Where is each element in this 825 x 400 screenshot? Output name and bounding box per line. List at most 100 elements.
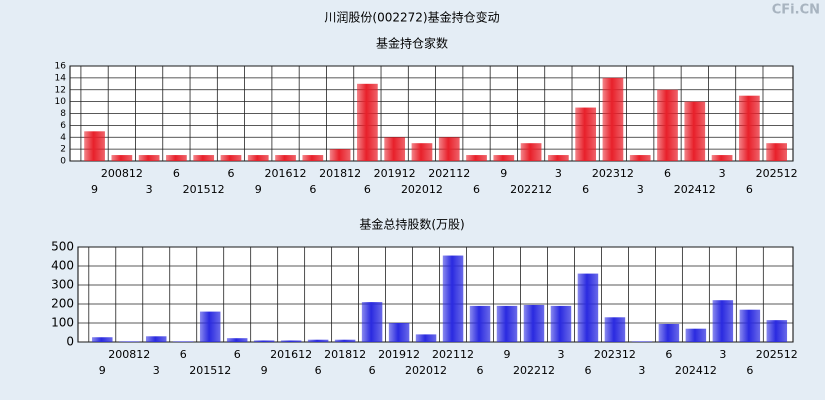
x-tick-label: 6 — [746, 183, 753, 196]
bar — [766, 320, 788, 342]
y-tick-label: 100 — [51, 316, 74, 330]
x-tick-label: 3 — [153, 364, 160, 377]
x-tick-label: 200812 — [101, 167, 143, 180]
x-tick-label: 202212 — [510, 183, 552, 196]
x-tick-label: 202312 — [594, 348, 636, 361]
bar — [738, 95, 760, 161]
x-tick-label: 6 — [746, 364, 753, 377]
x-tick-label: 201512 — [183, 183, 225, 196]
bar — [442, 255, 464, 342]
bar — [111, 155, 133, 161]
bar — [657, 89, 678, 161]
x-tick-label: 202312 — [592, 167, 634, 180]
y-tick-label: 2 — [60, 145, 66, 155]
x-tick-label: 9 — [504, 348, 511, 361]
bar — [604, 317, 626, 342]
x-tick-label: 6 — [369, 364, 376, 377]
y-tick-label: 12 — [55, 85, 66, 95]
bar — [92, 337, 113, 342]
plot-area — [77, 246, 794, 343]
page-title: 川润股份(002272)基金持仓变动 — [324, 10, 499, 25]
y-tick-label: 200 — [51, 297, 74, 311]
x-tick-label: 202112 — [428, 167, 470, 180]
x-tick-label: 6 — [584, 364, 591, 377]
x-tick-label: 6 — [473, 183, 480, 196]
y-tick-label: 400 — [51, 259, 74, 273]
x-tick-label: 201512 — [189, 364, 231, 377]
x-tick-label: 6 — [227, 167, 234, 180]
bar — [119, 341, 140, 342]
x-tick-label: 201812 — [319, 167, 361, 180]
bar — [658, 323, 680, 342]
x-tick-label: 9 — [99, 364, 106, 377]
x-tick-label: 3 — [146, 183, 153, 196]
x-tick-label: 6 — [665, 348, 672, 361]
x-tick-label: 9 — [500, 167, 507, 180]
bar — [307, 339, 329, 342]
y-tick-label: 0 — [60, 157, 66, 167]
bar — [280, 340, 302, 342]
bar — [469, 305, 491, 342]
bar — [384, 137, 406, 161]
x-tick-label: 201612 — [265, 167, 307, 180]
bar — [329, 149, 351, 161]
x-tick-label: 3 — [638, 364, 645, 377]
x-tick-label: 3 — [719, 167, 726, 180]
bar — [415, 334, 437, 342]
y-tick-label: 300 — [51, 278, 74, 292]
bar — [226, 338, 248, 342]
chart-title: 基金总持股数(万股) — [359, 217, 464, 232]
bar — [193, 155, 215, 161]
x-tick-label: 6 — [664, 167, 671, 180]
bar — [357, 83, 378, 161]
x-tick-label: 6 — [477, 364, 484, 377]
x-tick-label: 9 — [255, 183, 262, 196]
x-tick-label: 3 — [719, 348, 726, 361]
bar — [388, 323, 410, 342]
x-tick-label: 202512 — [756, 348, 798, 361]
y-tick-label: 10 — [55, 97, 67, 107]
x-tick-label: 202412 — [675, 364, 717, 377]
bar — [685, 328, 707, 342]
x-tick-label: 6 — [180, 348, 187, 361]
bar — [302, 155, 324, 161]
x-tick-label: 202512 — [756, 167, 798, 180]
y-tick-label: 8 — [60, 109, 66, 119]
y-tick-label: 4 — [60, 133, 66, 143]
x-tick-label: 202012 — [401, 183, 443, 196]
bar — [712, 300, 734, 342]
x-tick-label: 6 — [309, 183, 316, 196]
bar — [575, 107, 597, 161]
x-tick-label: 201912 — [374, 167, 416, 180]
x-tick-label: 202412 — [674, 183, 716, 196]
bar — [766, 143, 787, 161]
bar — [547, 155, 569, 161]
bar — [523, 304, 545, 342]
x-tick-label: 3 — [637, 183, 644, 196]
chart-title: 基金持仓家数 — [376, 36, 448, 51]
x-tick-label: 200812 — [108, 348, 150, 361]
bar — [172, 341, 194, 342]
y-tick-label: 0 — [66, 335, 74, 349]
bar — [138, 155, 160, 161]
y-tick-label: 6 — [60, 121, 66, 131]
y-tick-label: 16 — [55, 62, 67, 72]
x-tick-label: 3 — [555, 167, 562, 180]
x-tick-label: 6 — [234, 348, 241, 361]
bar — [684, 101, 706, 161]
x-tick-label: 9 — [261, 364, 268, 377]
bar — [466, 155, 487, 161]
bar — [577, 273, 599, 342]
x-tick-label: 6 — [315, 364, 322, 377]
bar — [199, 311, 221, 342]
bar — [220, 155, 242, 161]
bar — [145, 336, 167, 342]
bar — [253, 340, 275, 342]
bar — [493, 155, 515, 161]
x-tick-label: 201612 — [270, 348, 312, 361]
y-tick-label: 14 — [55, 73, 67, 83]
x-tick-label: 202112 — [432, 348, 474, 361]
x-tick-label: 201812 — [324, 348, 366, 361]
x-tick-label: 202212 — [513, 364, 555, 377]
y-tick-label: 500 — [51, 240, 74, 254]
